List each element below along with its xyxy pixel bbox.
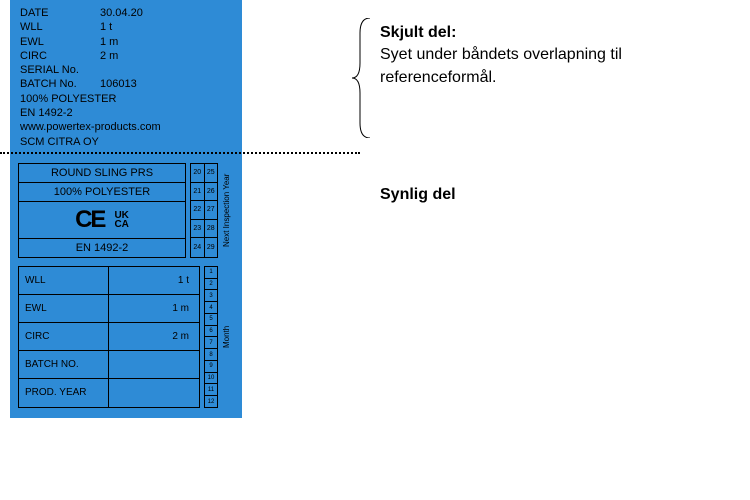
visible-part-heading: Synlig del xyxy=(380,186,456,204)
date-label: DATE xyxy=(20,6,100,20)
spec-key: PROD. YEAR xyxy=(19,379,109,407)
month-cell: 1 xyxy=(205,267,217,279)
spec-key: BATCH NO. xyxy=(19,351,109,378)
material-text: 100% POLYESTER xyxy=(20,92,232,106)
year-cell: 23 xyxy=(191,220,205,239)
conformity-marks: CE UKCA xyxy=(19,202,185,239)
info-block-1: ROUND SLING PRS 100% POLYESTER CE UKCA E… xyxy=(18,163,234,258)
hidden-part-heading: Skjult del: xyxy=(380,22,622,44)
year-cell: 25 xyxy=(205,164,218,183)
month-cell: 6 xyxy=(205,326,217,338)
hidden-part-text: referenceformål. xyxy=(380,67,622,89)
batch-label: BATCH No. xyxy=(20,77,100,91)
ewl-label: EWL xyxy=(20,35,100,49)
brace-icon xyxy=(352,18,372,138)
hidden-part-annotation: Skjult del: Syet under båndets overlapni… xyxy=(380,22,622,89)
label-top-section: DATE30.04.20 WLL1 t EWL1 m CIRC2 m SERIA… xyxy=(10,0,242,157)
serial-label: SERIAL No. xyxy=(20,63,232,77)
spec-key: WLL xyxy=(19,267,109,294)
month-cell: 3 xyxy=(205,290,217,302)
spec-val: 1 m xyxy=(109,295,199,322)
circ-value: 2 m xyxy=(100,49,118,63)
month-cell: 4 xyxy=(205,302,217,314)
hidden-part-text: Syet under båndets overlapning til xyxy=(380,44,622,66)
month-grid: 1 2 3 4 5 6 7 8 9 10 11 12 xyxy=(204,266,218,408)
standard-text: EN 1492-2 xyxy=(20,106,232,120)
spec-val: 1 t xyxy=(109,267,199,294)
circ-label: CIRC xyxy=(20,49,100,63)
year-cell: 29 xyxy=(205,238,218,257)
month-cell: 11 xyxy=(205,384,217,396)
year-axis-label: Next Inspection Year xyxy=(222,163,234,258)
year-cell: 26 xyxy=(205,183,218,202)
year-cell: 22 xyxy=(191,201,205,220)
year-cell: 21 xyxy=(191,183,205,202)
year-cell: 20 xyxy=(191,164,205,183)
month-cell: 12 xyxy=(205,396,217,407)
inspection-year-grid: 20 25 21 26 22 27 23 28 xyxy=(190,163,218,258)
standard-row: EN 1492-2 xyxy=(19,239,185,257)
year-cell: 24 xyxy=(191,238,205,257)
month-cell: 7 xyxy=(205,337,217,349)
manufacturer-text: SCM CITRA OY xyxy=(20,135,232,149)
spec-val: 2 m xyxy=(109,323,199,350)
section-divider xyxy=(0,152,360,154)
label-visible-section: ROUND SLING PRS 100% POLYESTER CE UKCA E… xyxy=(10,157,242,418)
spec-key: EWL xyxy=(19,295,109,322)
spec-val xyxy=(109,379,199,407)
spec-key: CIRC xyxy=(19,323,109,350)
month-cell: 10 xyxy=(205,373,217,385)
wll-value: 1 t xyxy=(100,20,112,34)
spec-table: WLL1 t EWL1 m CIRC2 m BATCH NO. PROD. YE… xyxy=(18,266,200,408)
ewl-value: 1 m xyxy=(100,35,118,49)
url-text: www.powertex-products.com xyxy=(20,120,232,134)
month-cell: 2 xyxy=(205,279,217,291)
month-cell: 5 xyxy=(205,314,217,326)
month-cell: 9 xyxy=(205,361,217,373)
month-axis-label: Month xyxy=(222,266,234,408)
product-name: ROUND SLING PRS xyxy=(19,164,185,183)
year-cell: 27 xyxy=(205,201,218,220)
wll-label: WLL xyxy=(20,20,100,34)
material-row: 100% POLYESTER xyxy=(19,183,185,202)
ce-mark: CE xyxy=(75,206,104,234)
ukca-mark: UKCA xyxy=(114,211,128,229)
date-value: 30.04.20 xyxy=(100,6,143,20)
product-label: DATE30.04.20 WLL1 t EWL1 m CIRC2 m SERIA… xyxy=(10,0,242,418)
spec-val xyxy=(109,351,199,378)
batch-value: 106013 xyxy=(100,77,137,91)
year-cell: 28 xyxy=(205,220,218,239)
month-cell: 8 xyxy=(205,349,217,361)
info-block-2: WLL1 t EWL1 m CIRC2 m BATCH NO. PROD. YE… xyxy=(18,266,234,408)
